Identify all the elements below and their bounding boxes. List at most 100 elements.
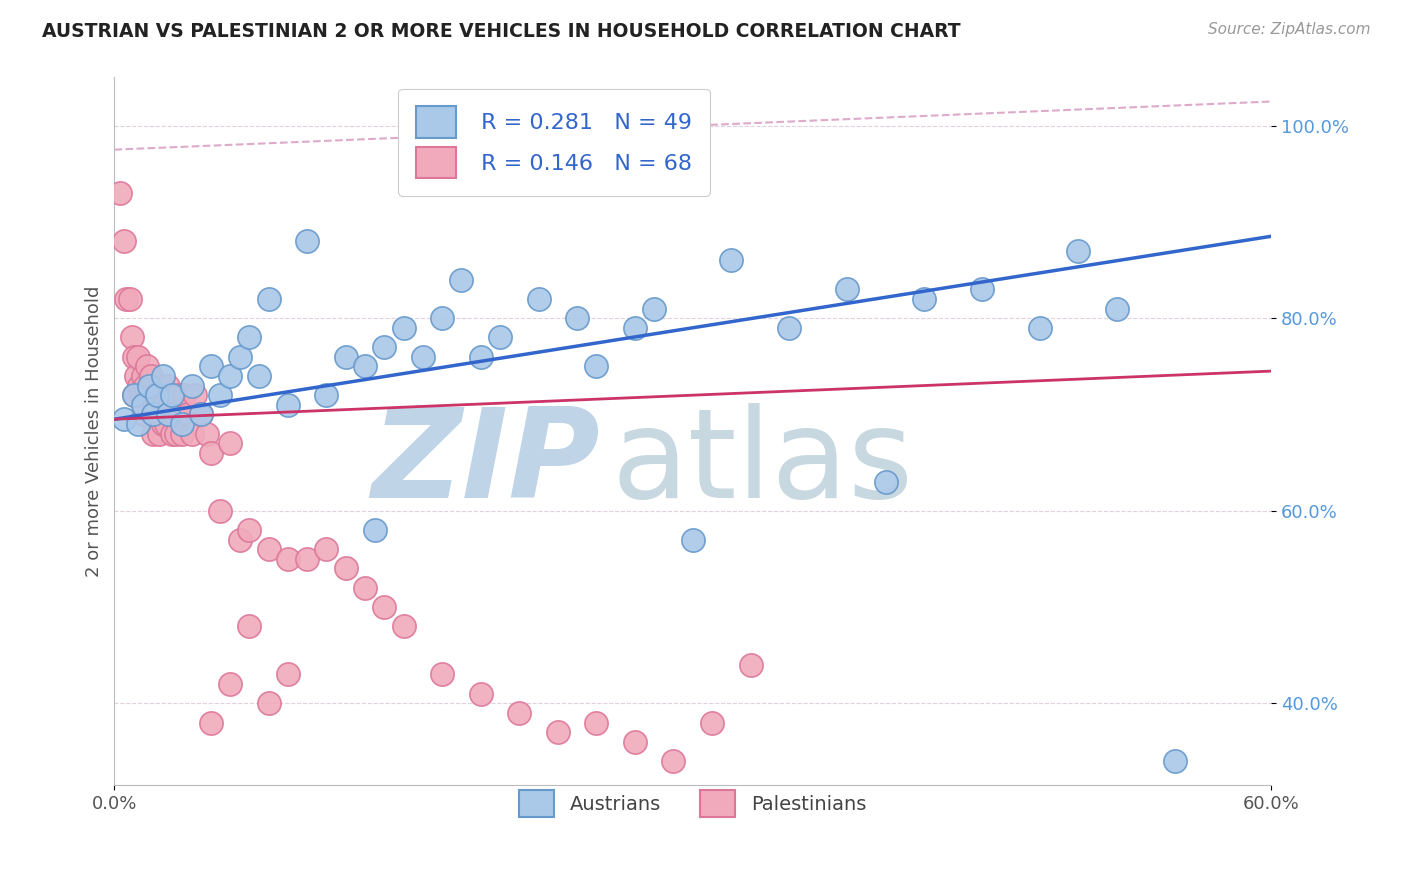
Point — [162, 426, 184, 441]
Point — [152, 378, 174, 392]
Point — [128, 378, 150, 392]
Point — [108, 186, 131, 200]
Point — [152, 417, 174, 431]
Point — [624, 735, 647, 749]
Point — [1105, 301, 1128, 316]
Point — [875, 475, 897, 489]
Point — [180, 426, 202, 441]
Point — [1067, 244, 1090, 258]
Point — [170, 417, 193, 431]
Point — [132, 368, 155, 383]
Point — [450, 272, 472, 286]
Point — [565, 311, 588, 326]
Point — [247, 368, 270, 383]
Point — [373, 599, 395, 614]
Point — [392, 619, 415, 633]
Point — [157, 408, 180, 422]
Text: AUSTRIAN VS PALESTINIAN 2 OR MORE VEHICLES IN HOUSEHOLD CORRELATION CHART: AUSTRIAN VS PALESTINIAN 2 OR MORE VEHICL… — [42, 22, 960, 41]
Point — [547, 725, 569, 739]
Text: ZIP: ZIP — [371, 402, 600, 524]
Point — [489, 330, 512, 344]
Point — [155, 417, 177, 431]
Point — [970, 282, 993, 296]
Point — [136, 359, 159, 374]
Point — [163, 408, 186, 422]
Point — [682, 533, 704, 547]
Point — [219, 436, 242, 450]
Point — [219, 368, 242, 383]
Point — [335, 561, 357, 575]
Y-axis label: 2 or more Vehicles in Household: 2 or more Vehicles in Household — [86, 285, 103, 577]
Point — [470, 350, 492, 364]
Point — [835, 282, 858, 296]
Point — [153, 398, 176, 412]
Point — [238, 619, 260, 633]
Point — [200, 715, 222, 730]
Point — [190, 408, 212, 422]
Point — [228, 350, 250, 364]
Point — [142, 408, 165, 422]
Point — [142, 426, 165, 441]
Point — [238, 330, 260, 344]
Point — [209, 504, 232, 518]
Point — [122, 388, 145, 402]
Point — [643, 301, 665, 316]
Point — [167, 388, 190, 402]
Point — [173, 388, 195, 402]
Point — [228, 533, 250, 547]
Point — [912, 292, 935, 306]
Point — [295, 234, 318, 248]
Point — [277, 398, 299, 412]
Point — [238, 523, 260, 537]
Point — [131, 388, 153, 402]
Point — [295, 552, 318, 566]
Point — [157, 378, 180, 392]
Point — [162, 388, 184, 402]
Point — [184, 388, 207, 402]
Point — [122, 350, 145, 364]
Point — [315, 542, 337, 557]
Point — [354, 359, 377, 374]
Text: Source: ZipAtlas.com: Source: ZipAtlas.com — [1208, 22, 1371, 37]
Point — [470, 687, 492, 701]
Point — [165, 426, 187, 441]
Point — [142, 408, 165, 422]
Point — [127, 350, 149, 364]
Point — [146, 408, 169, 422]
Point — [139, 368, 162, 383]
Point — [527, 292, 550, 306]
Point — [180, 378, 202, 392]
Point — [132, 398, 155, 412]
Point — [169, 408, 191, 422]
Point — [412, 350, 434, 364]
Point — [200, 359, 222, 374]
Point — [121, 330, 143, 344]
Text: atlas: atlas — [612, 402, 914, 524]
Point — [127, 417, 149, 431]
Point — [354, 581, 377, 595]
Point — [373, 340, 395, 354]
Point — [335, 350, 357, 364]
Point — [112, 234, 135, 248]
Point — [138, 378, 160, 392]
Point — [315, 388, 337, 402]
Point — [778, 320, 800, 334]
Legend: Austrians, Palestinians: Austrians, Palestinians — [512, 782, 875, 825]
Point — [740, 657, 762, 672]
Point — [277, 667, 299, 681]
Point — [430, 667, 453, 681]
Point — [585, 359, 607, 374]
Point — [662, 754, 685, 768]
Point — [122, 388, 145, 402]
Point — [430, 311, 453, 326]
Point — [257, 292, 280, 306]
Point — [508, 706, 530, 720]
Point — [257, 542, 280, 557]
Point — [146, 388, 169, 402]
Point — [152, 368, 174, 383]
Point — [700, 715, 723, 730]
Point — [219, 677, 242, 691]
Point — [257, 696, 280, 710]
Point — [118, 292, 141, 306]
Point — [149, 388, 172, 402]
